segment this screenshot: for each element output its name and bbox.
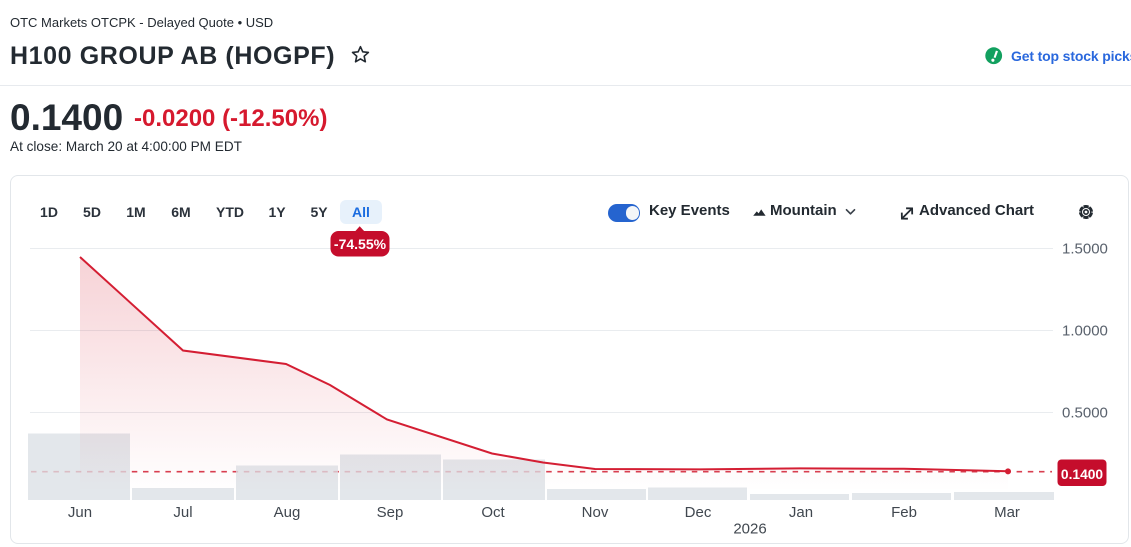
- svg-text:1.5000: 1.5000: [1062, 241, 1108, 258]
- svg-text:Feb: Feb: [891, 504, 917, 521]
- svg-text:Jul: Jul: [173, 504, 192, 521]
- svg-text:Jun: Jun: [68, 504, 92, 521]
- svg-text:Dec: Dec: [685, 504, 712, 521]
- svg-text:Oct: Oct: [481, 504, 505, 521]
- svg-text:Sep: Sep: [377, 504, 404, 521]
- svg-text:1.0000: 1.0000: [1062, 322, 1108, 339]
- svg-text:-74.55%: -74.55%: [334, 236, 387, 252]
- svg-text:2026: 2026: [733, 521, 766, 538]
- svg-text:0.1400: 0.1400: [1061, 467, 1104, 482]
- svg-text:Nov: Nov: [582, 504, 609, 521]
- svg-text:Mar: Mar: [994, 504, 1020, 521]
- svg-text:0.5000: 0.5000: [1062, 404, 1108, 421]
- svg-text:Aug: Aug: [274, 504, 301, 521]
- svg-text:Jan: Jan: [789, 504, 813, 521]
